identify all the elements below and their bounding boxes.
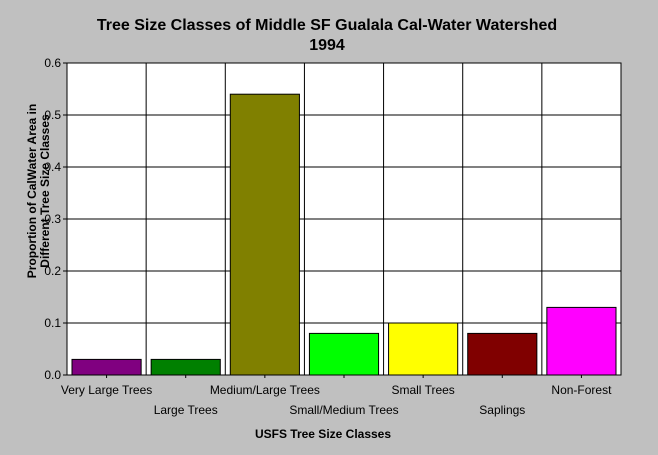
bar-medium-large-trees (229, 93, 300, 376)
y-axis: 0.0 0.1 0.2 0.3 0.4 0.5 0.6 (44, 56, 67, 382)
x-tick-label: Medium/Large Trees (210, 383, 320, 397)
y-tick-label: 0.5 (44, 108, 61, 122)
x-tick-label: Non-Forest (551, 383, 612, 397)
y-axis-title: Proportion of CalWater Area in Different… (25, 104, 52, 278)
bar-small-medium-trees (308, 332, 380, 376)
y-tick-label: 0.1 (44, 316, 61, 330)
bar-very-large-trees (71, 358, 142, 376)
y-tick-label: 0.2 (44, 264, 61, 278)
chart-subtitle: 1994 (309, 37, 345, 54)
y-tick-label: 0.4 (44, 160, 61, 174)
bar-non-forest (546, 306, 617, 376)
x-tick-label: Large Trees (154, 403, 218, 417)
grid-lines (67, 63, 621, 375)
y-axis-title-line1: Proportion of CalWater Area in (25, 104, 39, 278)
x-tick-label: Small Trees (391, 383, 454, 397)
y-tick-label: 0.3 (44, 212, 61, 226)
bars (71, 93, 617, 376)
bar-large-trees (150, 358, 221, 376)
bar-small-trees (388, 322, 459, 376)
x-tick-label: Very Large Trees (61, 383, 152, 397)
chart-title: Tree Size Classes of Middle SF Gualala C… (97, 17, 557, 34)
x-axis-title: USFS Tree Size Classes (255, 427, 391, 441)
y-axis-title-line2: Different Tree Size Classes (38, 114, 52, 268)
y-tick-label: 0.0 (44, 368, 61, 382)
y-tick-label: 0.6 (44, 56, 61, 70)
x-tick-label: Small/Medium Trees (289, 403, 398, 417)
x-tick-label: Saplings (479, 403, 525, 417)
bar-saplings (467, 332, 538, 376)
